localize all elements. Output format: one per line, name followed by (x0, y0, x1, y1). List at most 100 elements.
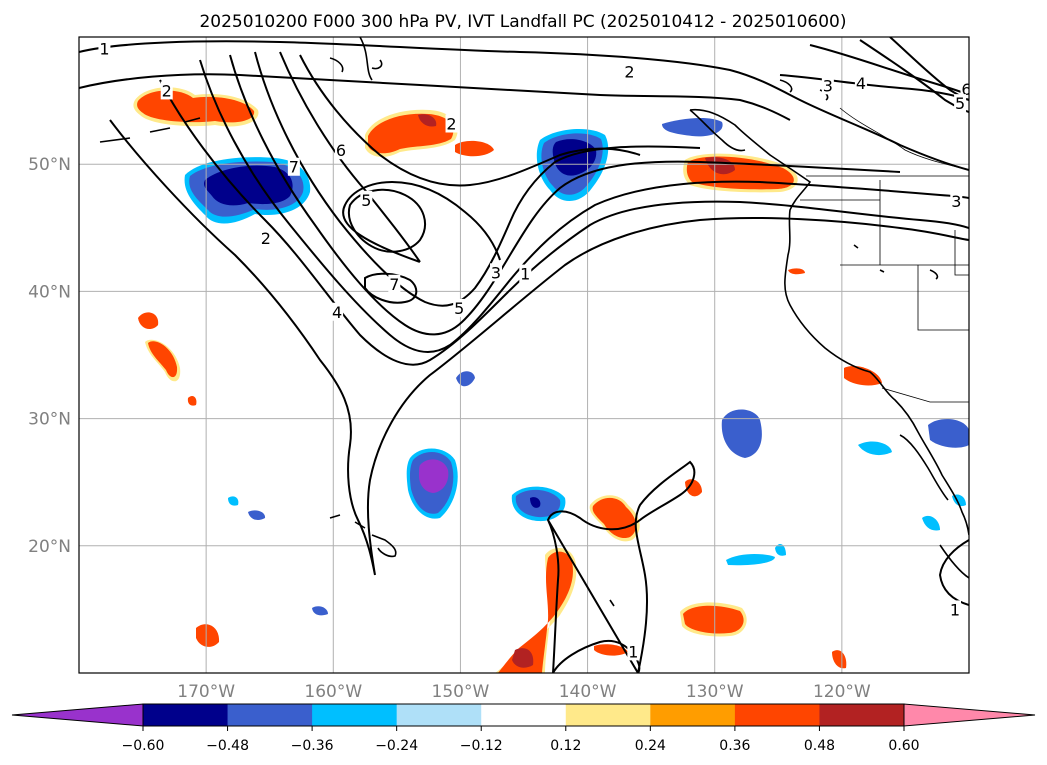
coastline-small-islands (609, 79, 939, 607)
contour-label: 3 (491, 263, 501, 282)
contour-label-background (490, 263, 503, 282)
longitude-tick-label: 150°W (432, 682, 490, 702)
colorbar-tick-label: −0.60 (122, 738, 165, 754)
figure-title: 2025010200 F000 300 hPa PV, IVT Landfall… (199, 12, 846, 32)
longitude-tick-labels: 170°W 160°W 150°W 140°W 130°W 120°W (177, 682, 871, 702)
colorbar-bin (227, 704, 313, 726)
pv-positive-region-west (138, 268, 882, 669)
contour-label-background (160, 81, 173, 100)
contour-label-background (950, 192, 963, 211)
contour-label: 1 (628, 642, 638, 661)
colorbar-tick-label: −0.48 (206, 738, 249, 754)
pv-negative-region-subtropical-central (511, 486, 566, 522)
contour-label-background (821, 76, 834, 95)
contour-label: 4 (856, 74, 866, 93)
pv-contour-4-ridge (809, 44, 969, 96)
contour-label-background (445, 114, 458, 133)
pv-contour-lines (79, 37, 969, 673)
colorbar-tick-label: 0.24 (635, 738, 666, 754)
contour-label: 4 (332, 303, 342, 322)
latitude-tick-label: 30°N (28, 410, 71, 430)
contour-label-background (360, 190, 373, 209)
colorbar-bin (565, 704, 651, 726)
latitude-tick-label: 50°N (28, 155, 71, 175)
colorbar-tick-label: 0.12 (550, 738, 581, 754)
contour-label: 7 (389, 275, 399, 294)
colorbar-tick-labels: −0.60 −0.48 −0.36 −0.24 −0.12 0.12 0.24 0.36 0.4… (122, 726, 920, 754)
contour-label-background (453, 298, 466, 317)
pv-negative-region-gulf-alaska (662, 117, 723, 137)
colorbar: −0.60 −0.48 −0.36 −0.24 −0.12 0.12 0.24 0.36 0.4… (11, 703, 1036, 754)
contour-label-background (954, 94, 967, 113)
longitude-tick-label: 140°W (559, 682, 617, 702)
longitude-tick-label: 160°W (304, 682, 362, 702)
contour-label-background (388, 274, 401, 293)
pv-positive-region-north-central (365, 109, 494, 157)
pv-contour-1-north (79, 40, 969, 171)
pv-negative-region-aleutian (184, 157, 311, 224)
pv-contour-trough-6 (279, 51, 501, 263)
contour-label-background (331, 302, 344, 321)
contour-label: 3 (951, 192, 961, 211)
contour-label-background (623, 62, 636, 81)
contour-label: 7 (289, 158, 299, 177)
contour-label: 5 (454, 299, 464, 318)
colorbar-tick-label: 0.36 (719, 738, 750, 754)
colorbar-bin (312, 704, 398, 726)
pv-contour-trough-5 (254, 51, 701, 307)
contour-label: 3 (823, 76, 833, 95)
pv-contour-subtropical-1 (546, 460, 696, 673)
contour-label-background (627, 642, 640, 661)
colorbar-tick-label: 0.48 (804, 738, 835, 754)
pv-contour-trough-2 (159, 79, 969, 366)
contour-label: 5 (361, 191, 371, 210)
longitude-tick-label: 120°W (813, 682, 871, 702)
colorbar-bin (481, 704, 567, 726)
pv-contour-trough-outer (109, 119, 969, 576)
contour-label: 2 (261, 229, 271, 248)
colorbar-bin (819, 704, 905, 726)
pv-contour-cutoff-5 (347, 188, 426, 253)
colorbar-bin (143, 704, 229, 726)
latitude-tick-label: 20°N (28, 537, 71, 557)
border-states (800, 180, 969, 331)
coastline-alaska (329, 37, 383, 81)
latitude-tick-label: 40°N (28, 282, 71, 302)
colorbar-bin (396, 704, 482, 726)
contour-label: 6 (961, 80, 971, 99)
coastlines (99, 37, 969, 607)
longitude-tick-label: 170°W (177, 682, 235, 702)
colorbar-tick-label: 0.60 (888, 738, 919, 754)
colorbar-frame (142, 703, 905, 727)
pv-contour-3-ridge (779, 74, 969, 101)
contour-label-background (854, 73, 867, 92)
coastline-baja (899, 434, 949, 501)
contour-label: 2 (624, 62, 634, 81)
map-background (79, 37, 969, 673)
contour-label-background (287, 157, 300, 176)
colorbar-tick-label: −0.12 (460, 738, 503, 754)
pv-contour-southeast-1 (938, 539, 969, 606)
colorbar-under-triangle (11, 703, 144, 727)
longitude-tick-label: 130°W (686, 682, 744, 702)
coastline-canada-islands (689, 109, 746, 152)
colorbar-over-triangle (903, 703, 1036, 727)
latitude-tick-labels: 50°N 40°N 30°N 20°N (28, 155, 71, 557)
contour-label-background (519, 264, 532, 283)
coastline-mexico (939, 544, 969, 579)
map-frame (78, 36, 970, 674)
contour-label: 1 (520, 265, 530, 284)
contour-label-background (334, 141, 347, 160)
pv-contour-2-north (79, 73, 791, 121)
contour-label-background (98, 39, 111, 58)
border-us-mexico (881, 387, 969, 403)
pv-negative-region-subtropical-west (406, 448, 458, 519)
graticule (79, 37, 969, 673)
contour-label: 1 (99, 39, 109, 58)
colorbar-tick-label: −0.24 (375, 738, 418, 754)
contour-label: 5 (955, 94, 965, 113)
contour-label-background (259, 228, 272, 247)
contour-label: 2 (162, 81, 172, 100)
